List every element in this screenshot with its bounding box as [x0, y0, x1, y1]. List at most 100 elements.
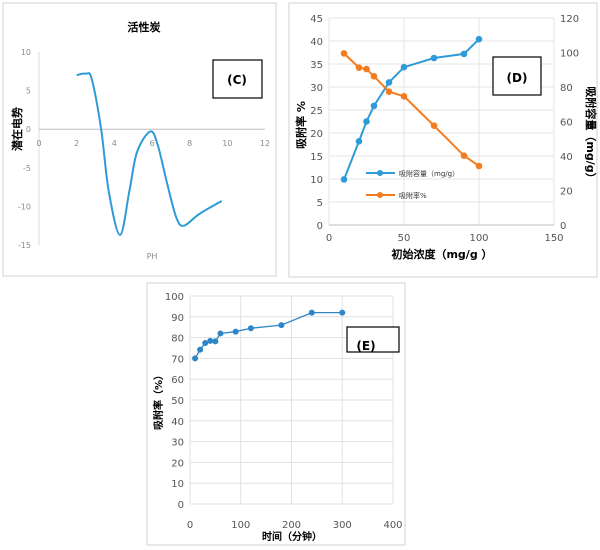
- chart-c-x-tick: 12: [260, 139, 270, 148]
- chart-c-y-tick: 0: [26, 125, 31, 134]
- chart-e-point: [207, 337, 214, 344]
- chart-d-point: [363, 118, 370, 125]
- panel-e-frame: [146, 282, 406, 546]
- chart-d-panel-label: (D): [507, 71, 528, 85]
- chart-e-x-tick: 400: [383, 520, 402, 531]
- chart-d-y-tick: 25: [310, 106, 323, 117]
- chart-e-y-tick: 0: [178, 500, 184, 511]
- chart-e-y-tick: 100: [165, 292, 184, 303]
- chart-d-point: [475, 162, 483, 170]
- chart-d-x-label: 初始浓度（mg/g ）: [391, 247, 492, 261]
- chart-d-point: [385, 79, 393, 86]
- chart-e-x-tick: 300: [333, 520, 352, 531]
- chart-e-panel-label: (E): [356, 339, 375, 353]
- chart-e-point: [232, 328, 239, 335]
- chart-c-y-label: 潜在电势: [10, 107, 24, 151]
- chart-c-x-label: PH: [147, 252, 158, 261]
- chart-c-y-tick: 5: [26, 87, 31, 96]
- chart-c-y-tick: -10: [18, 202, 31, 211]
- chart-d-series-line: [343, 38, 480, 180]
- chart-d-legend-marker: [377, 170, 383, 176]
- chart-d-point: [340, 176, 348, 183]
- chart-d-point: [430, 122, 438, 129]
- chart-d-y-label: 吸附率 %: [294, 101, 308, 149]
- chart-e-x-label: 时间（分钟）: [262, 530, 322, 543]
- chart-e-y-tick: 40: [171, 417, 184, 428]
- chart-e-y-tick: 50: [171, 396, 184, 407]
- chart-c-panel-label: (C): [227, 73, 247, 87]
- chart-d-y-tick: 40: [310, 37, 323, 48]
- chart-e-y-tick: 30: [171, 438, 184, 449]
- chart-c-x-tick: 0: [36, 139, 41, 148]
- chart-e-point: [339, 309, 346, 316]
- chart-e-y-tick: 20: [171, 458, 184, 469]
- chart-d-point: [370, 102, 378, 110]
- chart-d-y2-label: 吸附容量（mg/g）: [584, 86, 598, 183]
- chart-d-y-tick: 15: [310, 152, 323, 163]
- chart-c-y-tick: 10: [21, 48, 31, 57]
- chart-d-point: [475, 35, 483, 43]
- chart-d-y2-tick: 40: [560, 152, 573, 163]
- chart-e-y-tick: 90: [171, 313, 184, 324]
- chart-d-point: [355, 64, 363, 71]
- chart-d-y2-tick: 60: [560, 118, 573, 129]
- chart-e-y-tick: 80: [171, 334, 184, 345]
- chart-d-y-tick: 35: [310, 60, 323, 71]
- chart-d-x-tick: 50: [398, 233, 411, 244]
- chart-c-x-tick: 2: [74, 139, 79, 148]
- chart-e-panel-label-box: [346, 326, 400, 353]
- chart-e-point: [212, 338, 219, 345]
- chart-d-y2-tick: 0: [560, 221, 566, 232]
- chart-c-series-line: [76, 72, 223, 236]
- chart-e-y-label: 吸附率（%）: [152, 370, 165, 430]
- chart-d-y-tick: 0: [317, 221, 323, 232]
- chart-d-point: [370, 73, 378, 80]
- chart-d-y-tick: 10: [310, 175, 323, 186]
- chart-e-point: [192, 355, 199, 362]
- chart-c-x-tick: 4: [112, 139, 117, 148]
- chart-d-point: [430, 54, 438, 62]
- chart-d-y-tick: 20: [310, 129, 323, 140]
- chart-e-series-line: [194, 311, 343, 359]
- chart-e-y-tick: 10: [171, 479, 184, 490]
- chart-e-x-tick: 100: [231, 520, 250, 531]
- chart-d-legend-marker: [377, 192, 383, 198]
- chart-c-title: 活性炭: [128, 20, 161, 34]
- chart-e-x-tick: 0: [187, 520, 193, 531]
- chart-d-point: [355, 137, 363, 145]
- chart-d-point: [385, 88, 393, 95]
- panel-c-frame: [2, 2, 277, 277]
- chart-d-y-tick: 30: [310, 83, 323, 94]
- chart-d-y2-tick: 20: [560, 187, 573, 198]
- chart-e-point: [278, 322, 285, 329]
- chart-d-legend-label: 吸附率%: [399, 191, 427, 200]
- chart-c-x-tick: 6: [149, 139, 154, 148]
- chart-e-point: [197, 346, 204, 353]
- chart-d-x-tick: 0: [326, 233, 332, 244]
- chart-d-x-tick: 100: [469, 233, 488, 244]
- chart-d-y2-tick: 80: [560, 83, 573, 94]
- chart-d-point: [400, 93, 408, 100]
- chart-d-y-tick: 5: [317, 198, 323, 209]
- chart-e-y-tick: 70: [171, 354, 184, 365]
- chart-d-point: [363, 65, 370, 73]
- chart-c-y-tick: -5: [23, 164, 31, 173]
- chart-d-point: [400, 63, 408, 71]
- panel-d-frame: [288, 2, 598, 278]
- chart-d-y2-tick: 120: [560, 14, 579, 25]
- chart-d-legend-label: 吸附容量（mg/g）: [399, 169, 459, 178]
- chart-c-panel-label-box: [212, 59, 263, 99]
- chart-e-x-tick: 200: [282, 520, 301, 531]
- chart-d-panel-label-box: [492, 56, 542, 96]
- chart-d-x-tick: 150: [544, 233, 563, 244]
- chart-c-x-tick: 8: [187, 139, 192, 148]
- chart-c-y-tick: -15: [18, 241, 31, 250]
- chart-d-y-tick: 45: [310, 14, 323, 25]
- chart-e-point: [308, 309, 315, 316]
- chart-e-point: [217, 330, 224, 337]
- chart-d-point: [460, 152, 468, 159]
- chart-e-point: [247, 325, 254, 332]
- chart-d-y2-tick: 100: [560, 49, 579, 60]
- chart-e-y-tick: 60: [171, 375, 184, 386]
